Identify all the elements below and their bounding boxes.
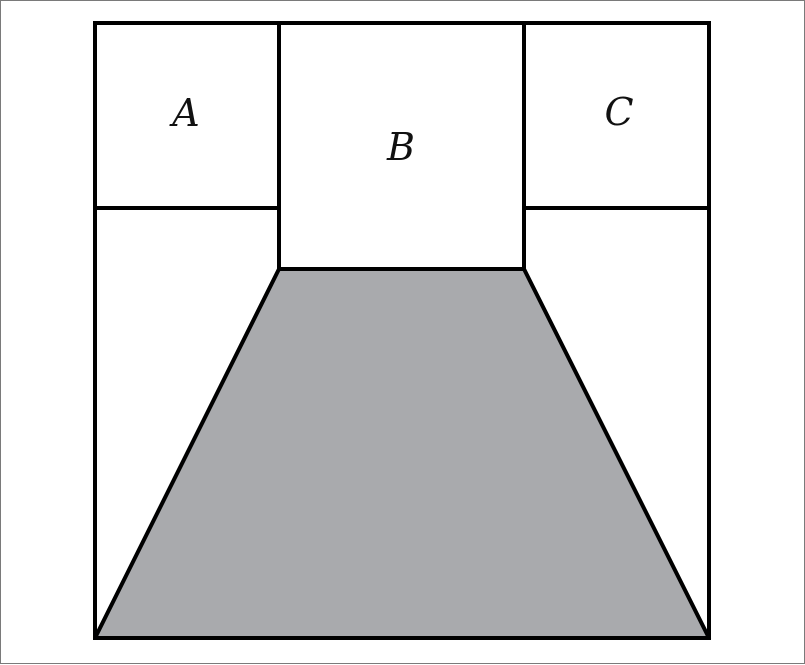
- square-a: [93, 21, 281, 210]
- label-c: C: [604, 90, 633, 134]
- label-a: A: [169, 91, 199, 135]
- label-b: B: [386, 125, 415, 169]
- shaded-trapezoid: [93, 267, 711, 640]
- square-c: [522, 21, 711, 210]
- square-b: [277, 21, 526, 271]
